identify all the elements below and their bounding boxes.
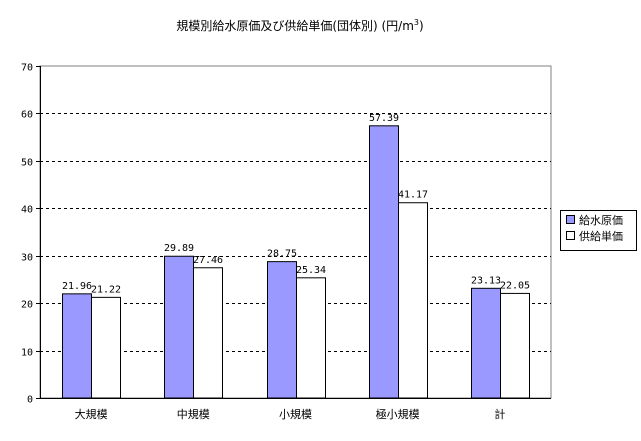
data-label: 21.22 [91, 284, 121, 295]
data-label: 29.89 [164, 243, 194, 254]
chart-title: 規模別給水原価及び供給単価(団体別) (円/m3) [176, 18, 423, 33]
y-tick-label: 50 [21, 158, 33, 169]
chart-title-suffix: ) [419, 19, 424, 33]
x-category-label: 大規模 [75, 407, 108, 421]
y-tick-label: 20 [21, 300, 33, 311]
bar-series2 [500, 292, 530, 399]
data-label: 57.39 [369, 113, 399, 124]
chart-title-superscript: 3 [414, 18, 419, 27]
bar-series1 [267, 261, 297, 399]
y-tick-label: 10 [21, 348, 33, 359]
bar-series1 [62, 293, 92, 399]
bar-series2 [296, 277, 326, 399]
chart-title-main: 規模別給水原価及び供給単価(団体別) (円/m [176, 18, 414, 33]
data-label: 28.75 [267, 249, 297, 260]
y-tick-label: 0 [27, 395, 33, 406]
legend-label: 供給単価 [579, 229, 623, 243]
axes-layer: 0 10 20 30 40 50 60 70 [21, 63, 551, 406]
data-label: 27.46 [193, 255, 223, 266]
bar-series1 [471, 287, 501, 399]
legend-swatch [566, 231, 575, 240]
x-category-label: 中規模 [177, 407, 210, 421]
x-category-label: 小規模 [279, 407, 312, 421]
y-tick-label: 30 [21, 253, 33, 264]
bar-series2 [193, 267, 223, 399]
bar-series1 [164, 255, 194, 399]
data-label: 25.34 [296, 265, 326, 276]
data-label: 23.13 [471, 275, 501, 286]
data-label: 21.96 [62, 281, 92, 292]
y-tick-label: 60 [21, 110, 33, 121]
y-tick-label: 70 [21, 63, 33, 74]
legend-swatch [566, 215, 575, 224]
legend-label: 給水原価 [579, 213, 623, 227]
x-category-label: 計 [494, 407, 505, 421]
y-tick-label: 40 [21, 205, 33, 216]
bar-series2 [398, 202, 428, 399]
x-category-label: 極小規模 [376, 407, 420, 421]
data-label: 22.05 [500, 280, 530, 291]
bar-series2 [91, 296, 121, 399]
bars-layer [62, 125, 530, 399]
data-label: 41.17 [398, 190, 428, 201]
bar-series1 [369, 125, 399, 399]
